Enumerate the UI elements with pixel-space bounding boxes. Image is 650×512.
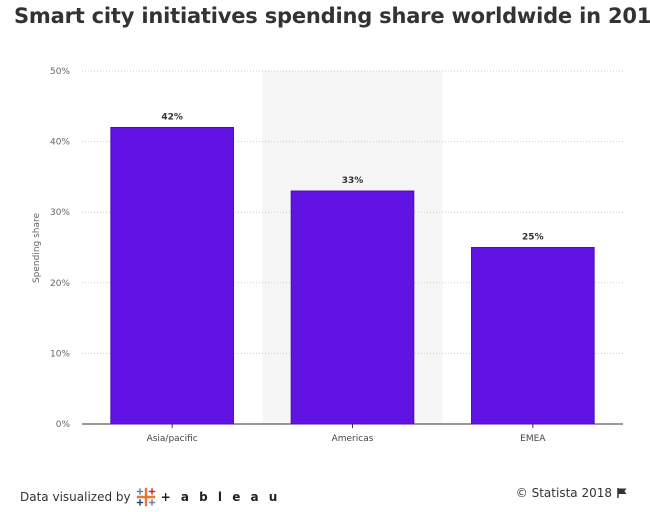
chart-title: Smart city initiatives spending share wo… bbox=[14, 4, 650, 28]
x-tick-label: Asia/pacific bbox=[147, 434, 198, 444]
tableau-logo-icon[interactable] bbox=[135, 486, 157, 508]
y-tick-label: 40% bbox=[50, 138, 70, 148]
x-tick-label: Americas bbox=[332, 434, 374, 444]
y-tick-label: 50% bbox=[50, 67, 70, 77]
footer-credit: Data visualized by + a b l e a u bbox=[20, 486, 280, 508]
x-tick-label: EMEA bbox=[520, 434, 546, 444]
y-axis-label: Spending share bbox=[32, 212, 42, 284]
y-tick-label: 20% bbox=[50, 279, 70, 289]
copyright-text[interactable]: © Statista 2018 bbox=[515, 486, 612, 500]
bar[interactable] bbox=[471, 247, 595, 425]
data-label: 25% bbox=[522, 233, 544, 243]
data-label: 33% bbox=[342, 176, 364, 186]
bar[interactable] bbox=[290, 190, 415, 425]
y-tick-label: 10% bbox=[50, 349, 70, 359]
visualized-by-text: Data visualized by bbox=[20, 490, 131, 504]
data-label: 42% bbox=[161, 112, 183, 122]
tableau-wordmark[interactable]: + a b l e a u bbox=[160, 490, 281, 504]
y-tick-label: 0% bbox=[56, 420, 71, 430]
y-tick-label: 30% bbox=[50, 208, 70, 218]
flag-icon[interactable] bbox=[616, 487, 628, 499]
footer-copyright: © Statista 2018 bbox=[516, 486, 628, 500]
bar[interactable] bbox=[110, 126, 234, 425]
